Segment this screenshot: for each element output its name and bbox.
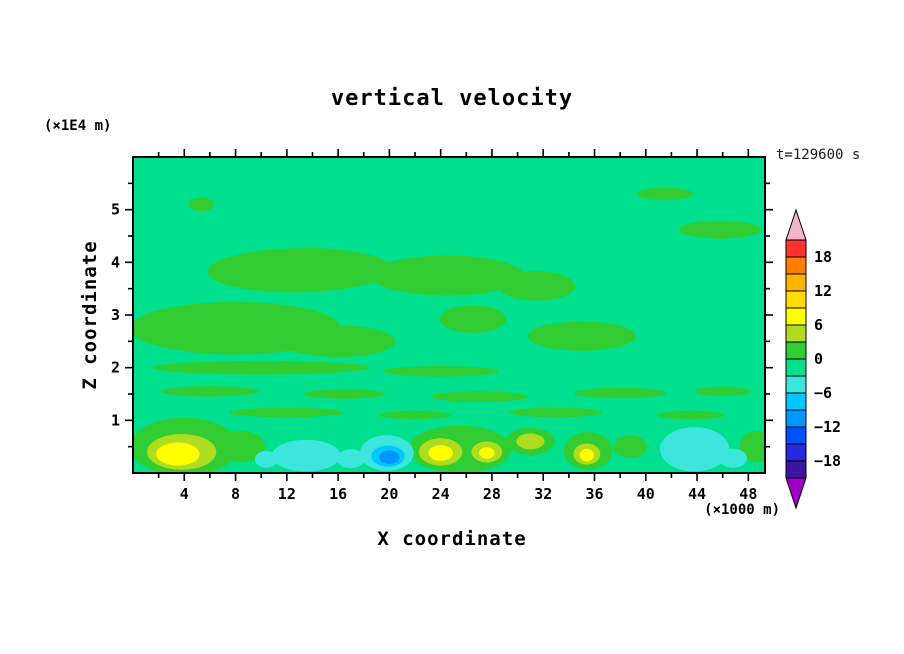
colorbar-segment	[785, 392, 807, 411]
contour-blob	[573, 387, 667, 399]
contour-blob	[718, 448, 748, 468]
x-axis-unit-label: (×1000 m)	[704, 502, 780, 518]
x-tick-label: 36	[585, 485, 603, 503]
contour-blob	[218, 430, 266, 463]
colorbar-label: −18	[814, 452, 841, 470]
contour-blob	[229, 407, 345, 418]
contour-blob	[280, 325, 396, 358]
contour-blob	[254, 450, 278, 468]
x-tick-label: 48	[739, 485, 757, 503]
contour-blob	[303, 389, 386, 399]
colorbar-label: −12	[814, 418, 841, 436]
x-tick-label: 40	[637, 485, 655, 503]
colorbar-segment	[785, 256, 807, 275]
contour-blob	[207, 248, 392, 293]
x-axis-title: X coordinate	[377, 528, 527, 550]
contour-blob	[636, 187, 694, 201]
y-axis-unit-label: (×1E4 m)	[44, 118, 112, 134]
x-tick-label: 20	[380, 485, 398, 503]
y-tick-label: 4	[111, 253, 120, 271]
colorbar-label: 6	[814, 316, 823, 334]
contour-blob	[657, 410, 724, 420]
x-tick-label: 12	[278, 485, 296, 503]
x-tick-label: 4	[180, 485, 189, 503]
colorbar-label: 18	[814, 248, 832, 266]
y-tick-label: 2	[111, 359, 120, 377]
contour-blob	[430, 391, 528, 402]
contour-blob	[679, 220, 762, 239]
contour-blob	[694, 386, 751, 397]
colorbar-segment	[785, 426, 807, 445]
y-tick-label: 1	[111, 411, 120, 429]
contour-blob	[516, 433, 545, 450]
contour-blob	[428, 445, 453, 461]
contour-blob	[188, 197, 214, 212]
contour-blob	[479, 447, 495, 459]
colorbar-label: −6	[814, 384, 832, 402]
contour-blob	[579, 448, 594, 462]
colorbar-segment	[785, 409, 807, 428]
colorbar-arrow-top	[785, 208, 807, 241]
plot-title: vertical velocity	[330, 86, 574, 111]
colorbar-segment	[785, 460, 807, 479]
contour-blob	[659, 427, 730, 472]
colorbar-segment	[785, 324, 807, 343]
colorbar-segment	[785, 443, 807, 462]
contour-blob	[498, 271, 576, 301]
contour-blob	[613, 435, 648, 459]
colorbar-segment	[785, 307, 807, 326]
contour-blob	[527, 321, 636, 351]
contour-blob	[152, 360, 371, 375]
colorbar-segment	[785, 290, 807, 309]
x-tick-label: 44	[688, 485, 706, 503]
contour-blob	[379, 410, 451, 420]
y-tick-label: 5	[111, 201, 120, 219]
contour-blob	[370, 255, 524, 296]
contour-blob	[382, 366, 499, 377]
colorbar-segment	[785, 239, 807, 258]
colorbar-arrow-bottom	[785, 477, 807, 510]
x-tick-label: 24	[432, 485, 450, 503]
colorbar-label: 0	[814, 350, 823, 368]
colorbar-segment	[785, 273, 807, 292]
colorbar-segment	[785, 341, 807, 360]
x-tick-label: 28	[483, 485, 501, 503]
colorbar-segment	[785, 375, 807, 394]
x-tick-label: 16	[329, 485, 347, 503]
contour-field	[133, 187, 765, 473]
contour-blob	[439, 305, 507, 333]
contour-blob	[336, 449, 366, 469]
colorbar-label: 12	[814, 282, 832, 300]
y-tick-label: 3	[111, 306, 120, 324]
timestamp-label: t=129600 s	[776, 147, 861, 163]
contour-blob	[379, 450, 400, 465]
x-tick-label: 8	[231, 485, 240, 503]
contour-blob	[271, 439, 341, 472]
contour-blob	[156, 442, 200, 466]
x-tick-label: 32	[534, 485, 552, 503]
contour-blob	[509, 407, 603, 418]
contour-blob	[161, 386, 259, 397]
colorbar-segment	[785, 358, 807, 377]
